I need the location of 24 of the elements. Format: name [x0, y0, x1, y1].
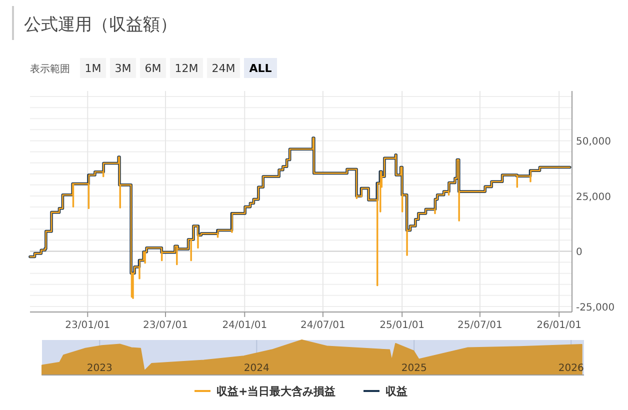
x-tick-label: 2024 [244, 363, 270, 374]
x-tick-label: 23/01/01 [65, 320, 110, 331]
x-tick-label: 24/07/01 [300, 320, 346, 331]
text: ALL [249, 62, 272, 75]
text: 6M [144, 62, 162, 75]
x-tick-label: 24/01/01 [222, 320, 268, 331]
x-tick-label: 25/07/01 [457, 320, 502, 331]
text: 1M [84, 62, 102, 75]
legend-label: 収益+当日最大含み損益 [216, 385, 336, 398]
legend-label: 収益 [386, 385, 408, 398]
x-tick-label: 2023 [86, 363, 112, 374]
y-tick-label: 50,000 [576, 136, 611, 148]
x-tick-label: 25/01/01 [380, 320, 425, 331]
x-tick-label: 26/01/01 [536, 320, 582, 331]
text: 3M [114, 62, 132, 75]
y-tick-label: 25,000 [576, 192, 611, 203]
x-tick-label: 2025 [401, 363, 427, 374]
y-tick-label: 0 [576, 247, 582, 258]
text: 表示範囲 [30, 63, 70, 75]
chart-title: 公式運用（収益額） [24, 15, 177, 35]
text: 24M [212, 62, 236, 75]
y-tick-label: -25,000 [576, 302, 615, 314]
x-tick-label: 23/07/01 [143, 320, 188, 331]
text: 12M [174, 62, 198, 75]
